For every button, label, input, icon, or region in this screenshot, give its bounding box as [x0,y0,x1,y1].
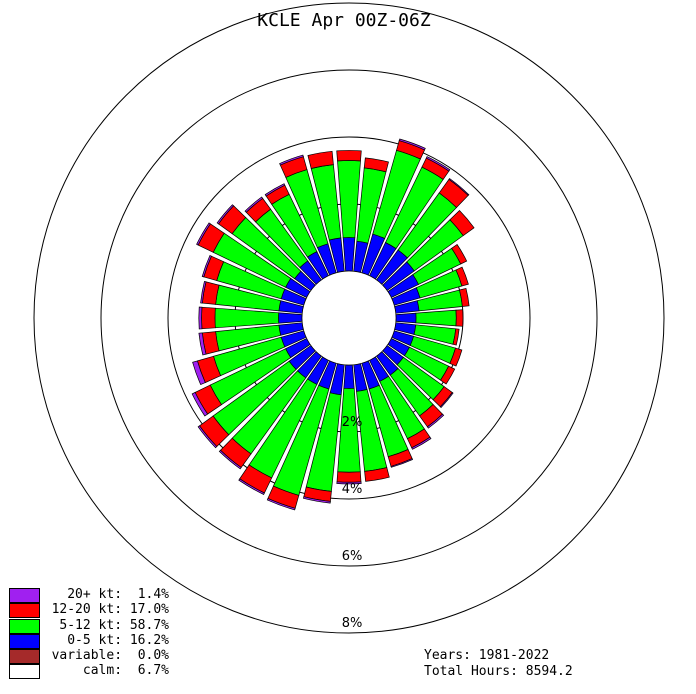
bar-dir-160-20plus [390,458,414,468]
bar-dir-0-5-12 [337,160,361,239]
bar-dir-50-12-20 [449,210,475,237]
legend-swatch-variable [9,649,40,665]
bar-dir-100-12-20 [452,328,460,346]
bar-dir-0-0-5 [342,237,356,272]
ring-6pct [100,69,598,567]
calm-circle [301,270,397,366]
legend-label-5-12: 5-12 kt: [59,617,123,633]
bar-dir-220-20plus [218,449,242,470]
bar-dir-200-20plus [266,497,296,511]
chart-title: KCLE Apr 00Z-06Z [257,10,431,31]
bar-dir-90-5-12 [415,309,457,327]
bar-dir-140-20plus [426,413,445,429]
bar-dir-180-12-20 [336,471,362,483]
bar-dir-0-12-20 [336,150,362,162]
bar-dir-90-0-5 [395,312,417,324]
legend-value-0-5: 16.2% [129,632,169,648]
legend-label-calm: calm: [82,663,123,679]
bar-dir-40-20plus [448,178,470,196]
ring-label-4pct: 4% [342,482,363,497]
bar-dir-330-20plus [264,183,286,197]
legend-label-0-5: 0-5 kt: [67,632,123,648]
bar-dir-110-12-20 [449,347,463,367]
ring-label-2pct: 2% [342,415,363,430]
bar-dir-210-20plus [238,478,265,495]
ring-4pct [167,136,531,500]
bar-dir-310-20plus [216,204,235,225]
legend-label-20plus: 20+ kt: [67,587,123,602]
bar-dir-80-12-20 [459,287,470,307]
bar-dir-190-20plus [302,496,331,504]
bar-dir-300-20plus [196,222,211,246]
bar-dir-150-20plus [411,436,432,450]
bar-dir-240-20plus [191,391,209,417]
bar-dir-230-20plus [197,425,218,449]
bar-dir-250-20plus [192,360,206,386]
bar-dir-260-20plus [198,332,207,356]
bar-dir-180-5-12 [337,387,361,473]
years-text: Years: 1981-2022 [424,648,550,663]
bar-dir-180-0-5 [343,364,355,389]
legend-value-12-20: 17.0% [129,602,169,618]
bar-dir-30-20plus [425,156,451,172]
legend-value-5-12: 58.7% [129,617,169,633]
legend-label-variable: variable: [51,648,123,664]
ring-label-6pct: 6% [342,549,363,564]
legend-value-variable: 0.0% [137,648,169,664]
bar-dir-120-12-20 [440,365,456,385]
legend-value-calm: 6.7% [137,663,169,679]
bar-dir-350-12-20 [307,150,334,169]
bar-dir-10-12-20 [363,157,389,173]
bar-dir-70-12-20 [455,266,469,287]
bar-dir-90-12-20 [455,309,464,327]
legend-swatch-5-12 [9,618,40,634]
bar-dir-270-5-12 [214,307,280,329]
bar-dir-20-20plus [398,138,426,151]
bar-dir-60-12-20 [451,244,468,265]
bar-dir-270-0-5 [278,312,303,324]
legend-label-12-20: 12-20 kt: [51,602,123,618]
info-block: Years: 1981-2022 Total Hours: 8594.2 [424,648,573,680]
legend-swatch-20plus [9,588,40,603]
ring-labels-layer: 2% 4% 6% 8% [342,415,363,631]
legend-value-20plus: 1.4% [137,587,169,602]
legend-swatch-0-5 [9,633,40,649]
total-hours-text: Total Hours: 8594.2 [424,664,573,679]
bars-layer [191,138,475,511]
bar-dir-270-12-20 [201,306,216,330]
legend-swatch-calm [9,664,40,680]
ring-label-8pct: 8% [342,616,363,631]
bar-dir-280-20plus [200,280,207,304]
bar-dir-130-20plus [439,392,454,408]
bar-dir-340-20plus [279,154,304,166]
bar-dir-180-20plus [336,481,362,485]
legend-swatch-12-20 [9,603,40,619]
bar-dir-270-20plus [198,306,203,330]
bar-dir-170-12-20 [364,467,390,482]
bar-dir-290-20plus [201,255,212,278]
bar-dir-320-20plus [244,196,264,213]
ring-8pct [33,2,665,634]
